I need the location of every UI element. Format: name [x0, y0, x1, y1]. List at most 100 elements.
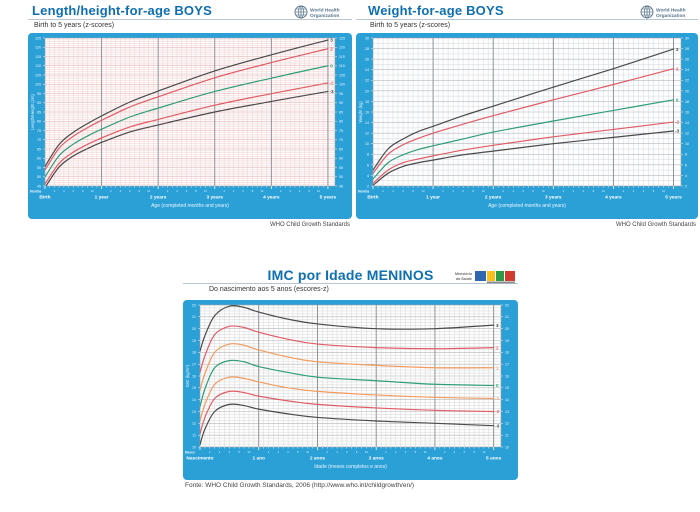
svg-text:10: 10 [424, 450, 427, 454]
svg-text:100: 100 [339, 83, 345, 87]
svg-text:20: 20 [685, 89, 689, 93]
svg-text:80: 80 [37, 120, 41, 124]
curves [200, 305, 495, 446]
svg-text:16: 16 [192, 374, 196, 378]
svg-text:2: 2 [223, 189, 225, 193]
chart-header: IMC por Idade MENINOS Do nascimento aos … [183, 268, 518, 300]
curve-z2 [200, 325, 495, 374]
svg-text:4: 4 [63, 189, 65, 193]
svg-text:22: 22 [685, 79, 689, 83]
svg-text:8: 8 [252, 189, 254, 193]
svg-text:6: 6 [523, 189, 525, 193]
svg-text:22: 22 [365, 79, 369, 83]
svg-text:14: 14 [685, 121, 689, 125]
x-axis-labels: 2 4 6 8 10 2 4 6 8 10 2 4 6 8 10 2 4 6 8 10 2 4 6 8 10 Nascimento… [185, 447, 502, 470]
svg-text:8: 8 [139, 189, 141, 193]
x-unit-label: Months [358, 190, 370, 194]
svg-text:4: 4 [289, 189, 291, 193]
y-axis-title: IMC (kg/m²) [185, 364, 190, 387]
svg-text:4: 4 [513, 189, 515, 193]
header-divider [28, 19, 352, 20]
chart-title: Length/height-for-age BOYS [32, 3, 212, 18]
svg-text:21: 21 [505, 315, 509, 319]
svg-text:2: 2 [327, 450, 329, 454]
svg-text:6: 6 [685, 163, 687, 167]
svg-text:19: 19 [505, 339, 509, 343]
svg-text:6: 6 [229, 450, 231, 454]
svg-text:125: 125 [339, 36, 345, 40]
svg-text:85: 85 [339, 110, 343, 114]
header-divider [183, 283, 518, 284]
svg-text:6: 6 [299, 189, 301, 193]
svg-text:22: 22 [505, 303, 509, 307]
brasil-gov-icon: Ministério da Saúde [455, 271, 515, 284]
chart-header: Length/height-for-age BOYS Birth to 5 ye… [28, 4, 352, 33]
z-label-2: 2 [330, 46, 333, 51]
svg-text:105: 105 [339, 73, 345, 77]
svg-text:65: 65 [339, 147, 343, 151]
y-axis-title: Weight (kg) [358, 101, 363, 123]
z-label--3: -3 [495, 423, 500, 428]
svg-text:8: 8 [472, 189, 474, 193]
svg-text:6: 6 [129, 189, 131, 193]
svg-text:24: 24 [365, 68, 369, 72]
z-label-2: 2 [496, 345, 499, 350]
x-axis-labels: 2 4 6 8 10 2 4 6 8 10 2 4 6 8 10 2 4 6 8 10 2 4 6 8 10 Birth 1 yea… [30, 186, 337, 209]
svg-text:45: 45 [37, 184, 41, 188]
svg-text:6: 6 [367, 163, 369, 167]
svg-text:10: 10 [260, 189, 263, 193]
curve-z3 [45, 39, 329, 167]
svg-text:110: 110 [35, 64, 41, 68]
svg-text:6: 6 [583, 189, 585, 193]
y-axis-labels: 45 45 50 50 55 55 60 60 65 65 70 70 75 75 80 80 85 85 90 90… [35, 36, 345, 188]
svg-text:2: 2 [444, 450, 446, 454]
curve-z-1 [200, 376, 495, 422]
svg-text:2: 2 [280, 189, 282, 193]
svg-text:10: 10 [365, 142, 369, 146]
svg-text:4: 4 [336, 450, 338, 454]
svg-text:15: 15 [505, 386, 509, 390]
svg-text:4: 4 [219, 450, 221, 454]
svg-text:10: 10 [365, 450, 368, 454]
x-tick-5: 5 years [665, 195, 682, 201]
svg-text:10: 10 [247, 450, 250, 454]
svg-text:14: 14 [365, 121, 369, 125]
curve-z0 [373, 99, 675, 180]
svg-text:2: 2 [110, 189, 112, 193]
svg-text:World Health: World Health [656, 8, 686, 14]
chart-panel-weight: Weight-for-age BOYS Birth to 5 years (z-… [356, 4, 698, 229]
svg-text:14: 14 [505, 398, 509, 402]
brasil-gov-logo: Ministério da Saúde [444, 268, 516, 291]
z-label--2: -2 [329, 81, 334, 86]
x-tick-5: 5 years [320, 195, 337, 201]
svg-text:17: 17 [192, 363, 196, 367]
svg-text:4: 4 [633, 189, 635, 193]
x-tick-3: 3 years [206, 195, 223, 201]
svg-text:26: 26 [685, 58, 689, 62]
x-tick-0: Birth [367, 195, 378, 201]
svg-text:Organization: Organization [310, 13, 339, 19]
curve-z1 [200, 342, 495, 391]
svg-text:10: 10 [204, 189, 207, 193]
svg-text:10: 10 [482, 450, 485, 454]
svg-text:6: 6 [242, 189, 244, 193]
svg-text:2: 2 [563, 189, 565, 193]
svg-text:18: 18 [505, 351, 509, 355]
source-note: Fonte: WHO Child Growth Standards, 2006 … [185, 482, 415, 489]
curves [45, 39, 329, 186]
curve-z-2 [200, 390, 495, 435]
svg-text:10: 10 [91, 189, 94, 193]
svg-text:30: 30 [685, 36, 689, 40]
svg-text:10: 10 [422, 189, 425, 193]
z-score-labels: 3 2 1 0 -1 -2 -3 [495, 323, 500, 429]
curve-z-2 [45, 82, 329, 185]
svg-text:75: 75 [37, 129, 41, 133]
curve-z0 [45, 65, 329, 178]
svg-text:90: 90 [339, 101, 343, 105]
svg-text:17: 17 [505, 363, 509, 367]
svg-text:16: 16 [505, 374, 509, 378]
chart-panel-bmi: IMC por Idade MENINOS Do nascimento aos … [183, 268, 518, 490]
